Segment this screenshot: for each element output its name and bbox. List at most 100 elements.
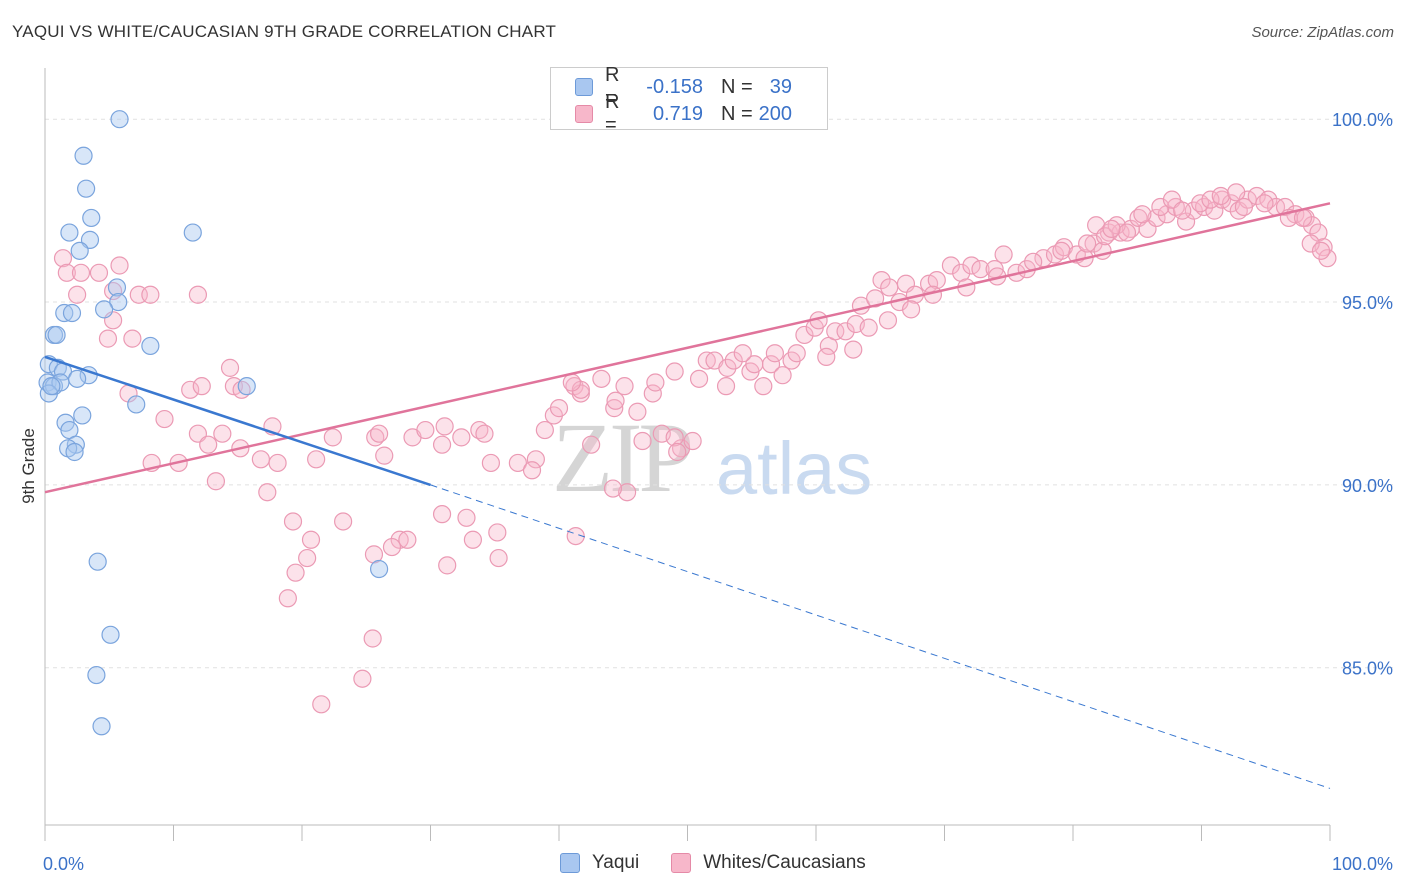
yaqui-point bbox=[60, 223, 79, 242]
whites-point bbox=[1117, 223, 1137, 242]
whites-point bbox=[733, 344, 752, 363]
yaqui-point bbox=[62, 303, 82, 323]
legend-n-value-whites: 200 bbox=[758, 102, 792, 125]
yaqui-point bbox=[87, 665, 106, 685]
yaqui-point bbox=[92, 717, 111, 736]
whites-point bbox=[643, 384, 662, 403]
whites-point bbox=[1052, 241, 1071, 260]
whites-point bbox=[872, 271, 891, 290]
whites-point bbox=[526, 450, 545, 469]
yaqui-point bbox=[127, 395, 146, 414]
whites-point bbox=[844, 340, 863, 359]
whites-point bbox=[535, 420, 554, 440]
whites-point bbox=[795, 325, 814, 345]
whites-point bbox=[1311, 241, 1331, 260]
yaqui-point bbox=[65, 442, 84, 462]
series-legend-whites[interactable]: Whites/Caucasians bbox=[671, 852, 866, 874]
whites-point bbox=[123, 329, 142, 348]
series-legend-yaqui[interactable]: Yaqui bbox=[560, 852, 639, 874]
whites-point bbox=[283, 512, 303, 531]
yaqui-point bbox=[141, 336, 160, 356]
whites-point bbox=[1191, 194, 1210, 213]
whites-point bbox=[258, 483, 277, 502]
whites-point bbox=[307, 450, 326, 469]
legend-n-label: N = bbox=[721, 75, 753, 98]
yaqui-point bbox=[77, 179, 96, 198]
whites-point bbox=[605, 399, 624, 418]
whites-point bbox=[390, 530, 409, 549]
whites-point bbox=[817, 347, 836, 367]
series-label-whites: Whites/Caucasians bbox=[703, 852, 866, 873]
whites-point bbox=[1211, 186, 1230, 206]
series-swatch-yaqui bbox=[560, 853, 580, 873]
whites-point bbox=[301, 530, 321, 549]
whites-point bbox=[370, 424, 389, 443]
whites-point bbox=[481, 453, 500, 473]
yaqui-point bbox=[237, 377, 256, 396]
whites-point bbox=[668, 442, 687, 462]
whites-point bbox=[438, 556, 457, 575]
yaqui-point bbox=[107, 278, 127, 297]
whites-point bbox=[435, 417, 454, 436]
yaqui-trend-line bbox=[44, 355, 431, 487]
yaqui-point bbox=[183, 223, 202, 242]
legend-row-whites: R = 0.719 N = 200 bbox=[575, 91, 792, 136]
whites-point bbox=[1301, 234, 1320, 253]
whites-point bbox=[549, 399, 569, 418]
whites-point bbox=[323, 428, 342, 447]
yaqui-point bbox=[82, 208, 101, 228]
yaqui-point bbox=[51, 373, 70, 392]
whites-point bbox=[312, 695, 331, 714]
legend-n-label: N = bbox=[721, 102, 753, 125]
whites-point bbox=[353, 669, 372, 688]
legend-r-label: R = bbox=[605, 64, 620, 109]
whites-trend-line bbox=[44, 202, 1331, 494]
whites-point bbox=[665, 362, 684, 381]
whites-point bbox=[836, 322, 855, 341]
whites-point bbox=[878, 311, 898, 330]
whites-point bbox=[787, 344, 806, 363]
yaqui-point bbox=[73, 406, 92, 425]
whites-point bbox=[1147, 208, 1166, 228]
legend-n-value-yaqui: 39 bbox=[769, 75, 792, 98]
whites-point bbox=[901, 300, 921, 319]
whites-point bbox=[1078, 234, 1097, 253]
yaqui-point bbox=[101, 625, 120, 644]
whites-point bbox=[716, 377, 736, 396]
whites-point bbox=[53, 249, 73, 268]
whites-point bbox=[398, 530, 417, 549]
whites-point bbox=[1102, 219, 1121, 239]
whites-point bbox=[489, 548, 508, 568]
whites-point bbox=[971, 260, 990, 279]
watermark-atlas: atlas bbox=[716, 427, 873, 510]
whites-point bbox=[754, 377, 773, 396]
whites-point bbox=[880, 278, 899, 297]
whites-point bbox=[71, 263, 91, 282]
series-swatch-whites bbox=[671, 853, 692, 873]
whites-point bbox=[628, 402, 647, 421]
whites-point bbox=[1318, 249, 1337, 268]
whites-point bbox=[665, 428, 684, 447]
whites-point bbox=[646, 373, 665, 392]
whites-point bbox=[488, 523, 507, 542]
source-label: Source: ZipAtlas.com bbox=[1251, 24, 1394, 41]
whites-point bbox=[866, 289, 885, 308]
whites-point bbox=[508, 453, 527, 473]
yaqui-point bbox=[55, 303, 74, 323]
whites-point bbox=[155, 409, 174, 429]
whites-point bbox=[697, 351, 716, 370]
whites-point bbox=[213, 424, 232, 443]
whites-point bbox=[251, 450, 270, 469]
whites-point bbox=[199, 435, 218, 454]
yaqui-point bbox=[42, 377, 61, 396]
whites-point bbox=[618, 483, 637, 502]
series-label-yaqui: Yaqui bbox=[592, 852, 640, 873]
whites-point bbox=[1201, 190, 1220, 209]
whites-point bbox=[1133, 205, 1152, 224]
whites-point bbox=[765, 344, 784, 363]
whites-point bbox=[110, 256, 129, 275]
yaqui-point bbox=[109, 292, 128, 312]
whites-point bbox=[1247, 186, 1266, 206]
whites-point bbox=[89, 263, 109, 282]
whites-point bbox=[522, 461, 542, 480]
